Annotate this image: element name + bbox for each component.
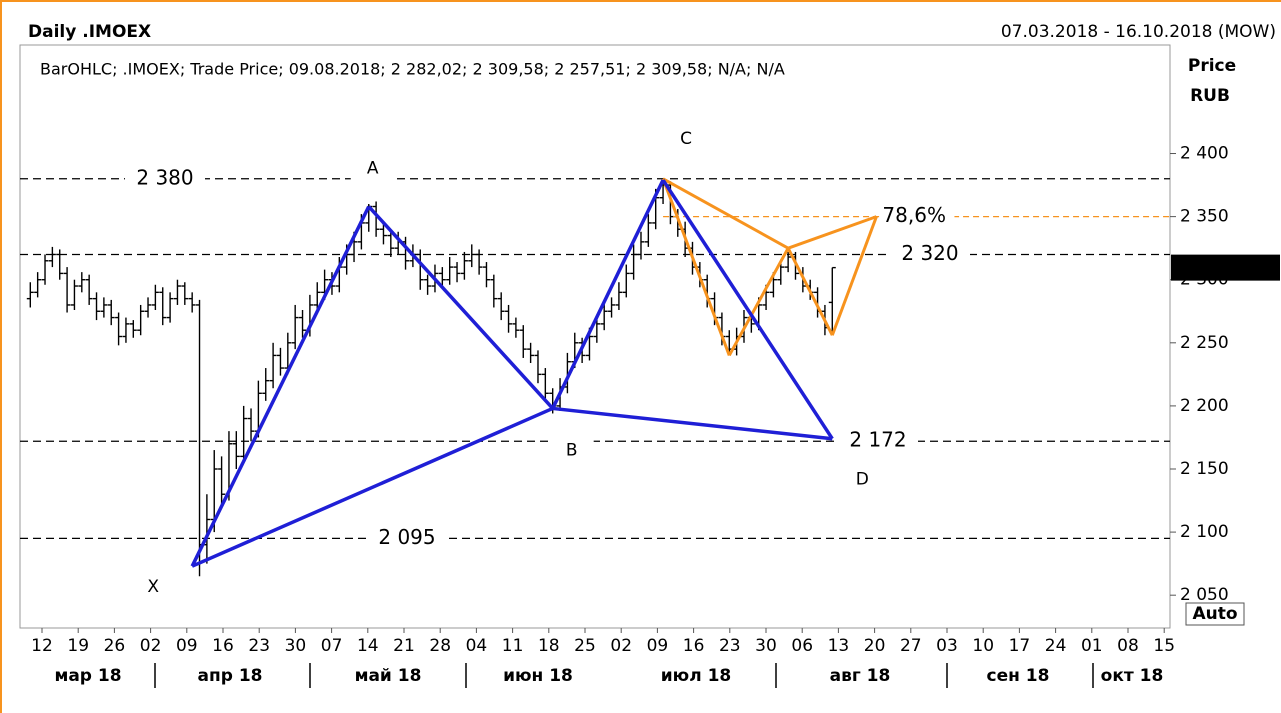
harmonic-line bbox=[830, 216, 878, 336]
point-label-bg bbox=[350, 146, 395, 191]
pattern-line bbox=[552, 406, 833, 441]
x-tick-label: 02 bbox=[140, 636, 162, 656]
point-label-bg bbox=[664, 117, 709, 162]
last-price-box bbox=[1171, 254, 1280, 281]
point-label-bg bbox=[549, 428, 594, 473]
x-tick-label: 02 bbox=[610, 636, 632, 656]
month-label: мар 18 bbox=[54, 666, 121, 686]
y-tick-label: 2 350 bbox=[1180, 207, 1229, 227]
y-axis-unit: RUB bbox=[1190, 86, 1230, 106]
y-tick-label: 2 250 bbox=[1180, 333, 1229, 353]
month-label: авг 18 bbox=[830, 666, 891, 686]
x-tick-label: 09 bbox=[176, 636, 198, 656]
x-tick-label: 07 bbox=[321, 636, 343, 656]
pattern-line bbox=[191, 406, 554, 568]
x-tick-label: 06 bbox=[791, 636, 813, 656]
point-label: C bbox=[680, 129, 692, 149]
fib-label-bg bbox=[880, 204, 955, 229]
month-label: окт 18 bbox=[1101, 666, 1164, 686]
x-tick-label: 04 bbox=[466, 636, 488, 656]
month-label: апр 18 bbox=[198, 666, 263, 686]
x-tick-label: 14 bbox=[357, 636, 379, 656]
level-label: 2 095 bbox=[378, 525, 435, 549]
x-tick-label: 30 bbox=[755, 636, 777, 656]
auto-button[interactable] bbox=[1185, 602, 1245, 626]
pattern-line bbox=[367, 205, 554, 410]
date-range: 07.03.2018 - 16.10.2018 (MOW) bbox=[1001, 22, 1276, 42]
month-label: сен 18 bbox=[987, 666, 1050, 686]
month-label: июн 18 bbox=[503, 666, 573, 686]
chart-title: Daily .IMOEX bbox=[28, 22, 151, 42]
harmonic-line bbox=[727, 247, 790, 357]
month-label: май 18 bbox=[355, 666, 422, 686]
x-tick-label: 23 bbox=[248, 636, 270, 656]
x-tick-label: 20 bbox=[864, 636, 886, 656]
pattern-line bbox=[190, 205, 371, 567]
level-label: 2 320 bbox=[901, 241, 958, 265]
x-tick-label: 09 bbox=[647, 636, 669, 656]
x-tick-label: 17 bbox=[1009, 636, 1031, 656]
x-tick-label: 16 bbox=[683, 636, 705, 656]
pattern-line bbox=[551, 179, 665, 410]
x-tick-label: 27 bbox=[900, 636, 922, 656]
level-label: 2 380 bbox=[136, 165, 193, 189]
x-tick-label: 13 bbox=[828, 636, 850, 656]
x-tick-label: 11 bbox=[502, 636, 524, 656]
fib-label: 78,6% bbox=[882, 203, 946, 227]
level-label-bg bbox=[838, 429, 918, 454]
x-tick-label: 01 bbox=[1081, 636, 1103, 656]
level-label-bg bbox=[367, 526, 447, 551]
point-label-bg bbox=[131, 565, 176, 610]
y-tick-label: 2 150 bbox=[1180, 459, 1229, 479]
x-tick-label: 12 bbox=[31, 636, 53, 656]
level-label: 2 172 bbox=[849, 428, 906, 452]
last-price-label: 2 309,58 bbox=[1177, 258, 1260, 278]
x-tick-label: 26 bbox=[104, 636, 126, 656]
x-tick-label: 21 bbox=[393, 636, 415, 656]
y-tick-label: 2 050 bbox=[1180, 585, 1229, 605]
month-label: июл 18 bbox=[661, 666, 731, 686]
x-tick-label: 10 bbox=[972, 636, 994, 656]
harmonic-line bbox=[661, 178, 731, 356]
point-label: D bbox=[856, 470, 869, 490]
auto-button-label[interactable]: Auto bbox=[1192, 604, 1237, 624]
harmonic-line bbox=[662, 177, 789, 250]
x-tick-label: 24 bbox=[1045, 636, 1067, 656]
x-tick-label: 28 bbox=[429, 636, 451, 656]
legend: BarOHLC; .IMOEX; Trade Price; 09.08.2018… bbox=[40, 60, 785, 79]
x-tick-label: 16 bbox=[212, 636, 234, 656]
y-tick-label: 2 200 bbox=[1180, 396, 1229, 416]
harmonic-line bbox=[786, 247, 834, 336]
point-label: B bbox=[566, 440, 578, 460]
x-tick-label: 03 bbox=[936, 636, 958, 656]
y-tick-label: 2 400 bbox=[1180, 144, 1229, 164]
level-label-bg bbox=[125, 166, 205, 191]
x-tick-label: 15 bbox=[1153, 636, 1175, 656]
x-tick-label: 18 bbox=[538, 636, 560, 656]
x-tick-label: 08 bbox=[1117, 636, 1139, 656]
point-label: X bbox=[147, 577, 159, 597]
y-axis-label: Price bbox=[1188, 56, 1236, 76]
x-tick-label: 30 bbox=[285, 636, 307, 656]
x-tick-label: 25 bbox=[574, 636, 596, 656]
point-label-bg bbox=[840, 457, 885, 502]
y-tick-label: 2 100 bbox=[1180, 522, 1229, 542]
x-tick-label: 19 bbox=[67, 636, 89, 656]
level-label-bg bbox=[890, 242, 970, 267]
pattern-line bbox=[661, 179, 834, 440]
x-tick-label: 23 bbox=[719, 636, 741, 656]
harmonic-line bbox=[787, 215, 877, 250]
point-label: A bbox=[367, 159, 379, 179]
